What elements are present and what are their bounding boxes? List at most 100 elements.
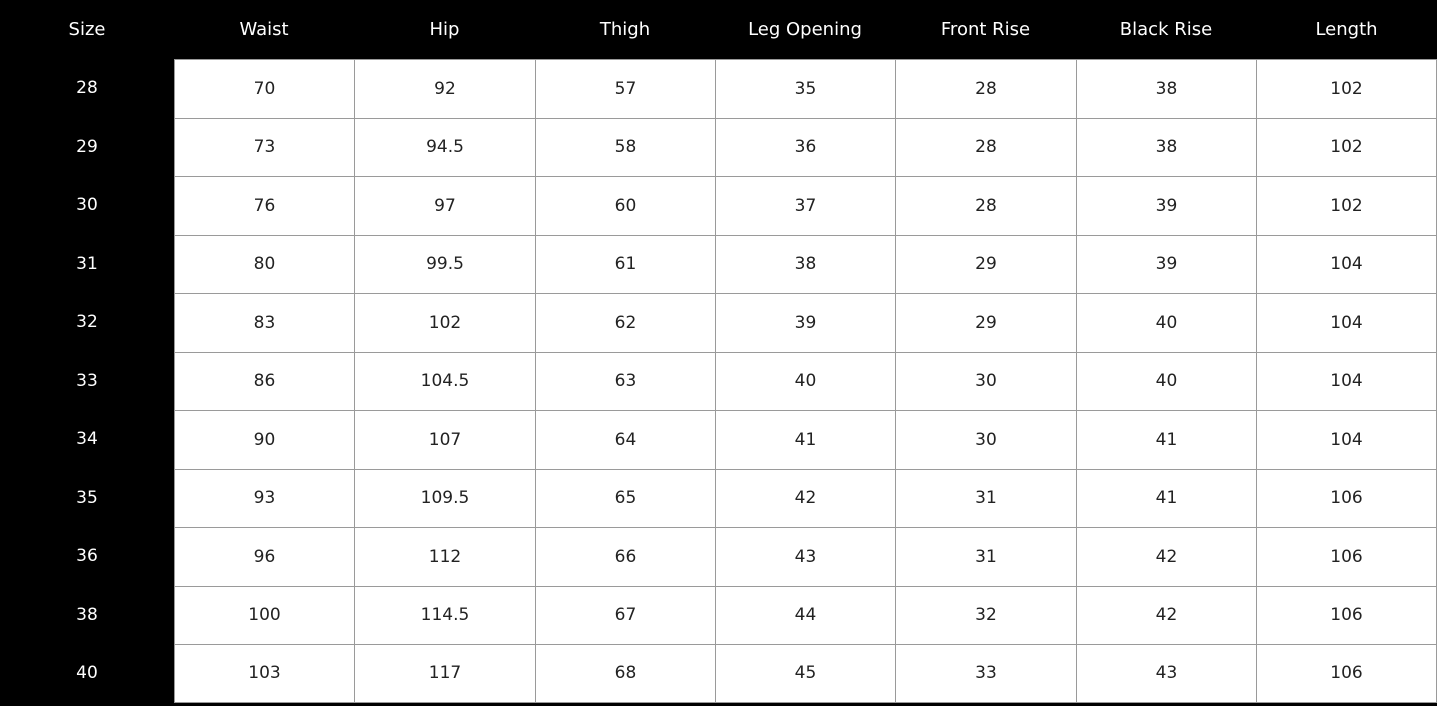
table-cell: 112 [354, 527, 535, 586]
size-cell: 28 [0, 59, 174, 118]
table-cell: 117 [354, 644, 535, 703]
table-cell: 83 [174, 293, 354, 352]
column-header: Waist [174, 0, 354, 59]
table-row: 29 73 94.5 58 36 28 38 102 [0, 117, 1437, 176]
table-cell: 61 [535, 234, 715, 293]
table-cell: 68 [535, 644, 715, 703]
size-cell: 36 [0, 527, 174, 586]
size-cell: 29 [0, 117, 174, 176]
table-row: 32 83 102 62 39 29 40 104 [0, 293, 1437, 352]
table-cell: 35 [715, 59, 895, 118]
size-cell: 40 [0, 644, 174, 703]
table-row: 33 86 104.5 63 40 30 40 104 [0, 351, 1437, 410]
size-cell: 32 [0, 293, 174, 352]
table-cell: 76 [174, 176, 354, 235]
table-cell: 106 [1256, 644, 1437, 703]
header-row: Size Waist Hip Thigh Leg Opening Front Rise Bl… [0, 0, 1437, 59]
table-cell: 37 [715, 176, 895, 235]
table-cell: 33 [895, 644, 1076, 703]
table-cell: 109.5 [354, 468, 535, 527]
table-row: 40 103 117 68 45 33 43 106 [0, 644, 1437, 703]
table-row: 35 93 109.5 65 42 31 41 106 [0, 468, 1437, 527]
table-cell: 40 [1076, 351, 1256, 410]
table-cell: 104 [1256, 410, 1437, 469]
table-cell: 43 [1076, 644, 1256, 703]
column-header: Size [0, 0, 174, 59]
table-cell: 45 [715, 644, 895, 703]
table-cell: 96 [174, 527, 354, 586]
table-cell: 102 [1256, 117, 1437, 176]
table-cell: 41 [1076, 410, 1256, 469]
table-cell: 44 [715, 585, 895, 644]
table-cell: 93 [174, 468, 354, 527]
table-cell: 94.5 [354, 117, 535, 176]
column-header: Front Rise [895, 0, 1076, 59]
table-cell: 30 [895, 410, 1076, 469]
table-cell: 73 [174, 117, 354, 176]
table-cell: 70 [174, 59, 354, 118]
table-cell: 80 [174, 234, 354, 293]
table-cell: 104 [1256, 234, 1437, 293]
table-row: 28 70 92 57 35 28 38 102 [0, 59, 1437, 118]
table-row: 36 96 112 66 43 31 42 106 [0, 527, 1437, 586]
table-cell: 39 [1076, 176, 1256, 235]
table-cell: 42 [1076, 585, 1256, 644]
table-cell: 97 [354, 176, 535, 235]
table-cell: 102 [354, 293, 535, 352]
table-cell: 103 [174, 644, 354, 703]
size-cell: 30 [0, 176, 174, 235]
table-cell: 86 [174, 351, 354, 410]
table-cell: 58 [535, 117, 715, 176]
table-cell: 106 [1256, 527, 1437, 586]
table-cell: 65 [535, 468, 715, 527]
table-cell: 31 [895, 468, 1076, 527]
table-cell: 38 [1076, 59, 1256, 118]
table-cell: 29 [895, 234, 1076, 293]
table-cell: 90 [174, 410, 354, 469]
table-cell: 104 [1256, 293, 1437, 352]
table-cell: 43 [715, 527, 895, 586]
table-cell: 40 [715, 351, 895, 410]
table-cell: 29 [895, 293, 1076, 352]
table-cell: 92 [354, 59, 535, 118]
table-cell: 32 [895, 585, 1076, 644]
size-cell: 33 [0, 351, 174, 410]
table-cell: 102 [1256, 176, 1437, 235]
table-cell: 99.5 [354, 234, 535, 293]
table-cell: 106 [1256, 468, 1437, 527]
table-cell: 38 [1076, 117, 1256, 176]
table-cell: 114.5 [354, 585, 535, 644]
table-cell: 66 [535, 527, 715, 586]
table-cell: 31 [895, 527, 1076, 586]
table-row: 34 90 107 64 41 30 41 104 [0, 410, 1437, 469]
table-cell: 38 [715, 234, 895, 293]
size-cell: 38 [0, 585, 174, 644]
table-cell: 106 [1256, 585, 1437, 644]
size-cell: 34 [0, 410, 174, 469]
table-cell: 104 [1256, 351, 1437, 410]
table-cell: 100 [174, 585, 354, 644]
column-header: Leg Opening [715, 0, 895, 59]
table-cell: 28 [895, 176, 1076, 235]
table-cell: 39 [715, 293, 895, 352]
size-cell: 31 [0, 234, 174, 293]
column-header: Length [1256, 0, 1437, 59]
table-cell: 28 [895, 59, 1076, 118]
table-cell: 41 [1076, 468, 1256, 527]
table-cell: 104.5 [354, 351, 535, 410]
table-row: 38 100 114.5 67 44 32 42 106 [0, 585, 1437, 644]
table-cell: 40 [1076, 293, 1256, 352]
table-cell: 57 [535, 59, 715, 118]
table-cell: 63 [535, 351, 715, 410]
table-cell: 39 [1076, 234, 1256, 293]
table-cell: 107 [354, 410, 535, 469]
table-row: 30 76 97 60 37 28 39 102 [0, 176, 1437, 235]
table-row: 31 80 99.5 61 38 29 39 104 [0, 234, 1437, 293]
table-cell: 62 [535, 293, 715, 352]
table-cell: 42 [1076, 527, 1256, 586]
table-cell: 64 [535, 410, 715, 469]
column-header: Black Rise [1076, 0, 1256, 59]
table-cell: 60 [535, 176, 715, 235]
table-cell: 30 [895, 351, 1076, 410]
